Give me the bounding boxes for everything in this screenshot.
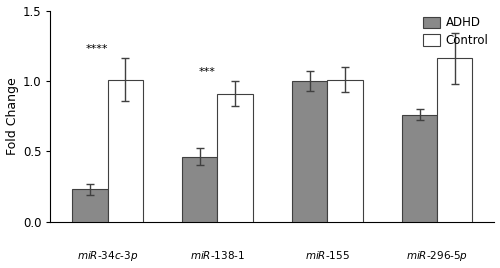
Y-axis label: Fold Change: Fold Change xyxy=(6,77,18,155)
Legend: ADHD, Control: ADHD, Control xyxy=(418,12,494,52)
Bar xyxy=(438,58,472,222)
Bar xyxy=(218,94,252,222)
Bar xyxy=(328,80,362,222)
Text: $\mathit{miR\text{-}296\text{-}5p}$: $\mathit{miR\text{-}296\text{-}5p}$ xyxy=(406,249,469,263)
Bar xyxy=(72,189,108,222)
Text: ****: **** xyxy=(86,44,108,54)
Text: $\mathit{miR\text{-}138\text{-}1}$: $\mathit{miR\text{-}138\text{-}1}$ xyxy=(190,249,245,261)
Bar xyxy=(108,80,142,222)
Text: ***: *** xyxy=(198,67,216,77)
Bar xyxy=(182,157,218,222)
Bar xyxy=(292,81,328,222)
Bar xyxy=(402,115,438,222)
Text: $\mathit{miR\text{-}155}$: $\mathit{miR\text{-}155}$ xyxy=(305,249,350,261)
Text: $\mathit{miR\text{-}34c\text{-}3p}$: $\mathit{miR\text{-}34c\text{-}3p}$ xyxy=(77,249,138,263)
